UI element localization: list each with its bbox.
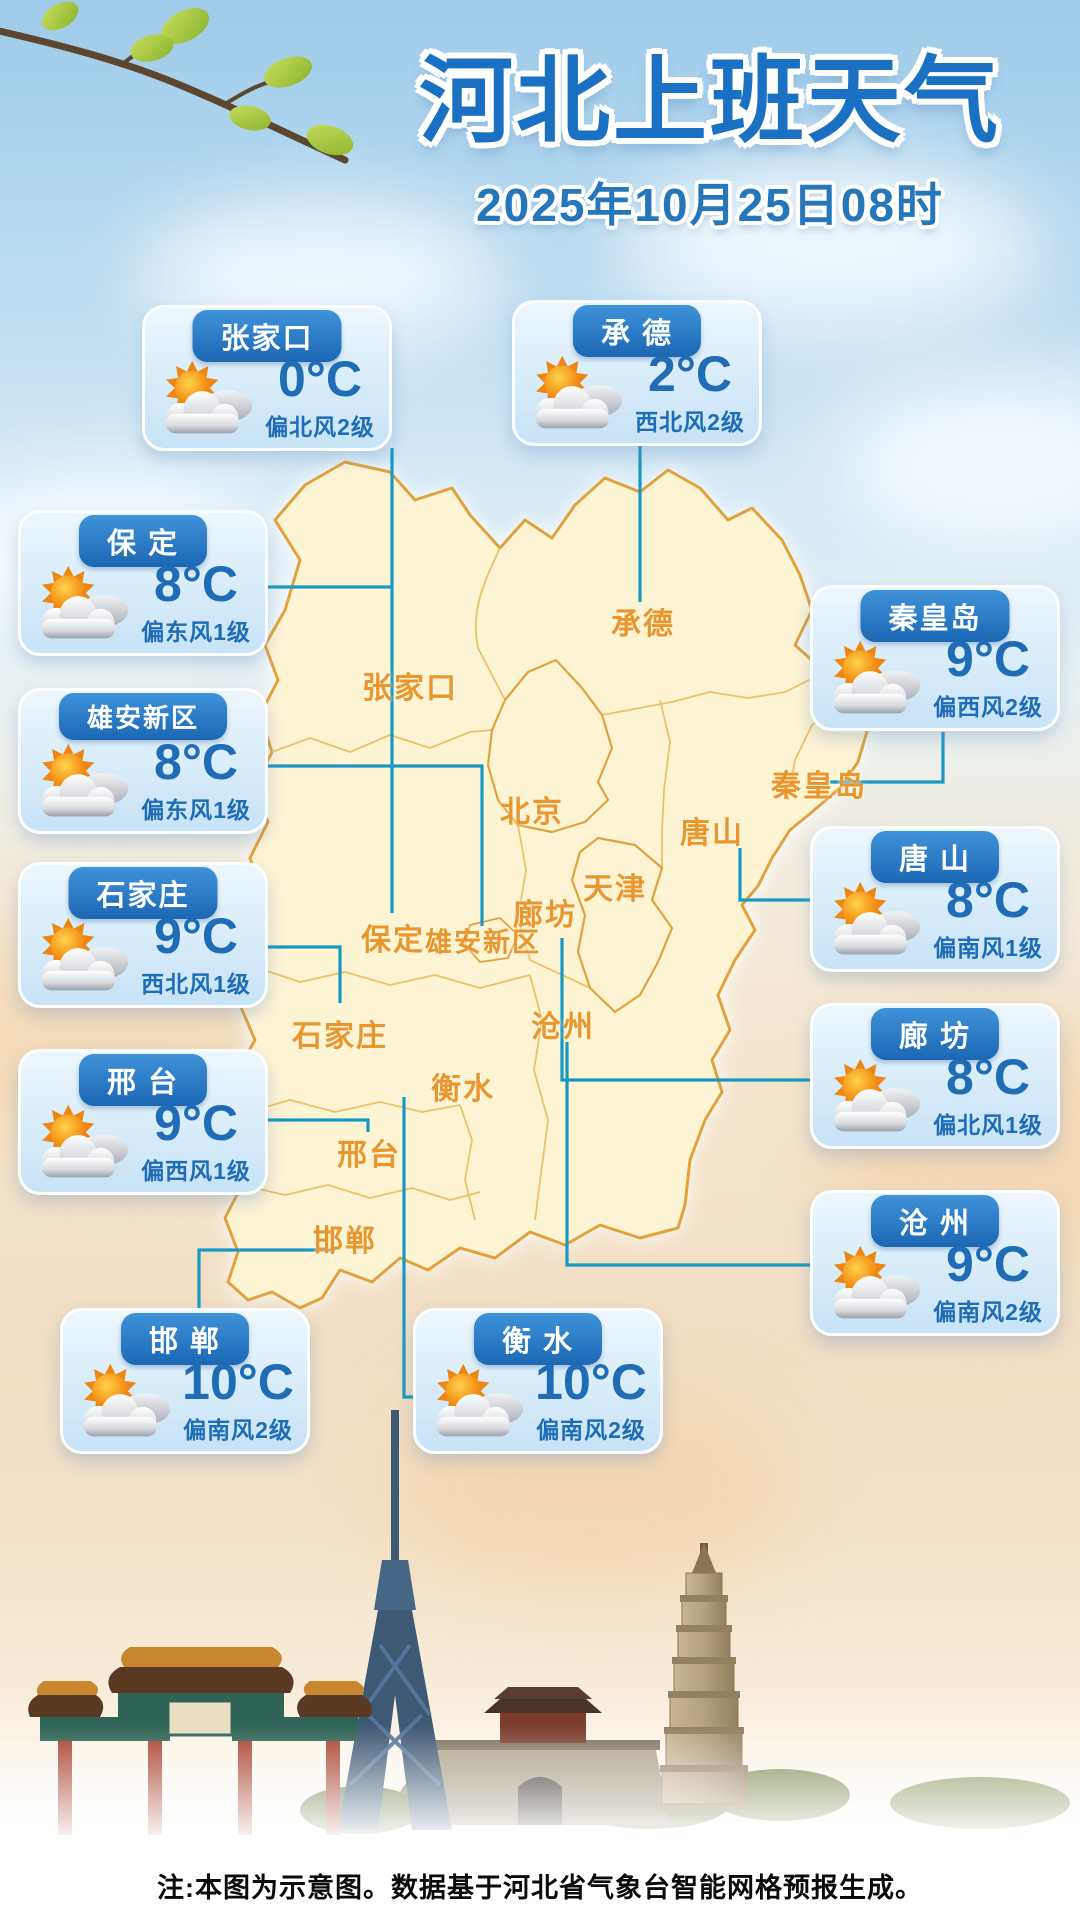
hebei-map xyxy=(197,446,945,1399)
city-header: 邢 台 xyxy=(78,1054,208,1106)
city-header: 衡 水 xyxy=(473,1313,603,1365)
map-label-hengshui: 衡水 xyxy=(431,1073,495,1106)
sun-behind-cloud-icon xyxy=(27,563,135,643)
weather-card-shijiazhuang: 石家庄 9°C 西北风1级 xyxy=(18,862,268,1008)
city-name: 石家庄 xyxy=(96,880,190,912)
sun-behind-cloud-icon xyxy=(27,741,135,821)
wind-info: 偏西风1级 xyxy=(141,1158,251,1184)
map-label-beijing: 北京 xyxy=(500,796,564,829)
city-skyline xyxy=(0,1410,1080,1920)
sun-behind-cloud-icon xyxy=(151,358,259,438)
sun-behind-cloud-icon xyxy=(521,353,629,433)
city-name: 廊 坊 xyxy=(898,1021,972,1053)
city-name: 雄安新区 xyxy=(86,703,200,733)
weather-card-handan: 邯 郸 10°C 偏南风2级 xyxy=(60,1308,310,1454)
map-label-zhangjiakou: 张家口 xyxy=(362,672,458,705)
wind-info: 偏西风2级 xyxy=(933,694,1043,720)
temperature: 8°C xyxy=(946,872,1030,928)
city-name: 保 定 xyxy=(106,528,180,560)
map-label-cangzhou: 沧州 xyxy=(531,1011,595,1044)
header: 河北上班天气 2025年10月25日08时 xyxy=(350,48,1070,235)
district-borders xyxy=(241,547,851,1221)
city-name: 沧 州 xyxy=(898,1208,972,1240)
temperature: 2°C xyxy=(648,346,732,402)
wind-info: 西北风1级 xyxy=(141,971,251,997)
city-header: 廊 坊 xyxy=(870,1008,1000,1060)
sun-behind-cloud-icon xyxy=(27,1102,135,1182)
wind-info: 偏北风2级 xyxy=(265,414,375,440)
weather-card-xingtai: 邢 台 9°C 偏西风1级 xyxy=(18,1049,268,1195)
disclaimer-note: 注:本图为示意图。数据基于河北省气象台智能网格预报生成。 xyxy=(157,1873,923,1903)
wind-info: 偏南风2级 xyxy=(536,1417,646,1443)
city-header: 沧 州 xyxy=(870,1195,1000,1247)
weather-card-tangshan: 唐 山 8°C 偏南风1级 xyxy=(810,826,1060,972)
wind-info: 偏南风2级 xyxy=(933,1299,1043,1325)
branch-decoration xyxy=(0,1,354,164)
map-label-xingtai: 邢台 xyxy=(337,1139,401,1172)
wind-info: 偏南风2级 xyxy=(183,1417,293,1443)
temperature: 8°C xyxy=(154,734,238,790)
map-label-baoding: 保定 xyxy=(361,924,425,957)
city-name: 邢 台 xyxy=(106,1067,180,1099)
map-label-tangshan: 唐山 xyxy=(680,817,744,850)
city-header: 张家口 xyxy=(192,310,342,362)
map-label-shijiazhuang: 石家庄 xyxy=(292,1020,388,1053)
mist-overlay xyxy=(0,1725,1080,1920)
weather-card-cangzhou: 沧 州 9°C 偏南风2级 xyxy=(810,1190,1060,1336)
map-label-handan: 邯郸 xyxy=(313,1225,377,1258)
temperature: 0°C xyxy=(278,351,362,407)
map-label-qinhuangdao: 秦皇岛 xyxy=(771,770,867,803)
map-label-langfang: 廊坊 xyxy=(513,899,577,932)
temperature: 9°C xyxy=(946,1236,1030,1292)
city-name: 唐 山 xyxy=(898,844,972,876)
city-name: 衡 水 xyxy=(501,1326,575,1358)
city-name: 邯 郸 xyxy=(148,1326,222,1358)
wind-info: 偏北风1级 xyxy=(933,1112,1043,1138)
temperature: 8°C xyxy=(946,1049,1030,1105)
connector-lines xyxy=(197,446,945,1399)
city-header: 石家庄 xyxy=(68,867,218,919)
beijing-tianjin-shapes xyxy=(464,658,674,1014)
wind-info: 偏东风1级 xyxy=(141,797,251,823)
page-title: 河北上班天气 xyxy=(418,48,1001,153)
temperature: 9°C xyxy=(154,1095,238,1151)
weather-card-chengde: 承 德 2°C 西北风2级 xyxy=(512,300,762,446)
sun-behind-cloud-icon xyxy=(27,915,135,995)
sun-behind-cloud-icon xyxy=(819,1243,927,1323)
city-header: 秦皇岛 xyxy=(860,590,1010,642)
map-label-chengde: 承德 xyxy=(611,608,675,641)
sun-behind-cloud-icon xyxy=(819,879,927,959)
wind-info: 偏南风1级 xyxy=(933,935,1043,961)
map-label-tianjin: 天津 xyxy=(583,873,647,906)
city-name: 张家口 xyxy=(220,323,314,355)
weather-card-qinhuangdao: 秦皇岛 9°C 偏西风2级 xyxy=(810,585,1060,731)
wind-info: 西北风2级 xyxy=(635,409,745,435)
sun-behind-cloud-icon xyxy=(819,1056,927,1136)
temperature: 9°C xyxy=(946,631,1030,687)
city-header: 唐 山 xyxy=(870,831,1000,883)
forecast-datetime: 2025年10月25日08时 xyxy=(476,178,944,231)
weather-card-zhangjiakou: 张家口 0°C 偏北风2级 xyxy=(142,305,392,451)
weather-card-langfang: 廊 坊 8°C 偏北风1级 xyxy=(810,1003,1060,1149)
city-header: 雄安新区 xyxy=(58,693,228,740)
temperature: 9°C xyxy=(154,908,238,964)
city-header: 保 定 xyxy=(78,515,208,567)
weather-card-hengshui: 衡 水 10°C 偏南风2级 xyxy=(413,1308,663,1454)
city-header: 承 德 xyxy=(572,305,702,357)
temperature: 10°C xyxy=(535,1354,647,1410)
sun-behind-cloud-icon xyxy=(819,638,927,718)
temperature: 8°C xyxy=(154,556,238,612)
city-name: 承 德 xyxy=(600,318,674,350)
city-header: 邯 郸 xyxy=(120,1313,250,1365)
weather-card-baoding: 保 定 8°C 偏东风1级 xyxy=(18,510,268,656)
weather-card-xiongan: 雄安新区 8°C 偏东风1级 xyxy=(18,688,268,834)
temperature: 10°C xyxy=(182,1354,294,1410)
city-name: 秦皇岛 xyxy=(888,603,982,635)
wind-info: 偏东风1级 xyxy=(141,619,251,645)
map-label-xiongan: 雄安新区 xyxy=(425,927,541,958)
province-shape xyxy=(223,460,870,1310)
